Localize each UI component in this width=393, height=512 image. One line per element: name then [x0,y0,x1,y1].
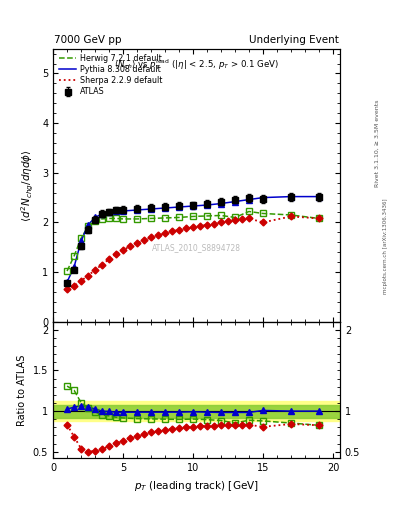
Herwig 7.2.1 default [247,208,252,215]
X-axis label: $p_T$ (leading track) [GeV]: $p_T$ (leading track) [GeV] [134,479,259,493]
Sherpa 2.2.9 default [65,286,70,292]
Herwig 7.2.1 default [65,268,70,274]
Sherpa 2.2.9 default [176,227,181,233]
Pythia 8.308 default [135,207,140,213]
Legend: Herwig 7.2.1 default, Pythia 8.308 default, Sherpa 2.2.9 default, ATLAS: Herwig 7.2.1 default, Pythia 8.308 defau… [57,53,163,98]
Herwig 7.2.1 default [121,216,125,222]
Pythia 8.308 default [261,195,265,201]
Pythia 8.308 default [233,199,237,205]
Text: Underlying Event: Underlying Event [249,35,339,45]
Pythia 8.308 default [191,203,195,209]
Herwig 7.2.1 default [114,216,118,222]
Line: Herwig 7.2.1 default: Herwig 7.2.1 default [67,211,319,271]
Pythia 8.308 default [65,279,70,285]
Sherpa 2.2.9 default [288,214,293,220]
Line: Pythia 8.308 default: Pythia 8.308 default [67,197,319,282]
Herwig 7.2.1 default [135,216,140,222]
Sherpa 2.2.9 default [149,234,153,240]
Sherpa 2.2.9 default [79,278,83,284]
Sherpa 2.2.9 default [86,272,90,279]
Herwig 7.2.1 default [317,216,321,222]
Sherpa 2.2.9 default [317,216,321,222]
Sherpa 2.2.9 default [226,218,230,224]
Pythia 8.308 default [317,194,321,200]
Pythia 8.308 default [79,238,83,244]
Pythia 8.308 default [149,206,153,212]
Herwig 7.2.1 default [163,215,167,221]
Sherpa 2.2.9 default [100,262,105,268]
Sherpa 2.2.9 default [156,232,160,239]
Herwig 7.2.1 default [72,253,76,259]
Bar [53,401,340,421]
Sherpa 2.2.9 default [163,230,167,237]
Sherpa 2.2.9 default [261,219,265,225]
Sherpa 2.2.9 default [219,219,223,225]
Sherpa 2.2.9 default [247,216,252,222]
Pythia 8.308 default [163,205,167,211]
Line: Sherpa 2.2.9 default: Sherpa 2.2.9 default [67,217,319,289]
Text: 7000 GeV pp: 7000 GeV pp [54,35,122,45]
Y-axis label: $\langle d^2 N_{chg}/d\eta d\phi \rangle$: $\langle d^2 N_{chg}/d\eta d\phi \rangle… [20,149,37,222]
Pythia 8.308 default [114,208,118,215]
Sherpa 2.2.9 default [191,224,195,230]
Pythia 8.308 default [205,202,209,208]
Text: $\langle N_{ch}\rangle$ vs $p_T^{\rm lead}$ ($|\eta|$ < 2.5, $p_T$ > 0.1 GeV): $\langle N_{ch}\rangle$ vs $p_T^{\rm lea… [114,57,279,72]
Herwig 7.2.1 default [205,213,209,219]
Sherpa 2.2.9 default [184,225,188,231]
Pythia 8.308 default [100,211,105,217]
Sherpa 2.2.9 default [128,243,132,249]
Herwig 7.2.1 default [107,216,111,222]
Pythia 8.308 default [93,215,97,221]
Pythia 8.308 default [288,194,293,200]
Sherpa 2.2.9 default [205,222,209,228]
Sherpa 2.2.9 default [198,223,202,229]
Sherpa 2.2.9 default [233,217,237,223]
Sherpa 2.2.9 default [107,256,111,262]
Herwig 7.2.1 default [233,215,237,221]
Herwig 7.2.1 default [288,212,293,218]
Pythia 8.308 default [72,264,76,270]
Herwig 7.2.1 default [100,216,105,222]
Sherpa 2.2.9 default [212,221,217,227]
Bar [53,406,340,418]
Pythia 8.308 default [86,222,90,228]
Y-axis label: Ratio to ATLAS: Ratio to ATLAS [17,354,27,425]
Sherpa 2.2.9 default [240,216,244,222]
Herwig 7.2.1 default [191,214,195,220]
Text: ATLAS_2010_S8894728: ATLAS_2010_S8894728 [152,244,241,252]
Pythia 8.308 default [121,208,125,214]
Herwig 7.2.1 default [93,218,97,224]
Sherpa 2.2.9 default [72,283,76,289]
Sherpa 2.2.9 default [170,228,174,234]
Herwig 7.2.1 default [86,223,90,229]
Sherpa 2.2.9 default [141,237,146,243]
Text: mcplots.cern.ch [arXiv:1306.3436]: mcplots.cern.ch [arXiv:1306.3436] [383,198,387,293]
Herwig 7.2.1 default [176,215,181,221]
Sherpa 2.2.9 default [114,251,118,257]
Sherpa 2.2.9 default [121,247,125,253]
Herwig 7.2.1 default [149,216,153,222]
Sherpa 2.2.9 default [135,240,140,246]
Pythia 8.308 default [176,204,181,210]
Herwig 7.2.1 default [261,210,265,217]
Herwig 7.2.1 default [79,235,83,241]
Pythia 8.308 default [247,197,252,203]
Herwig 7.2.1 default [219,212,223,219]
Text: Rivet 3.1.10, ≥ 3.5M events: Rivet 3.1.10, ≥ 3.5M events [375,100,380,187]
Sherpa 2.2.9 default [93,267,97,273]
Pythia 8.308 default [219,201,223,207]
Pythia 8.308 default [107,209,111,216]
